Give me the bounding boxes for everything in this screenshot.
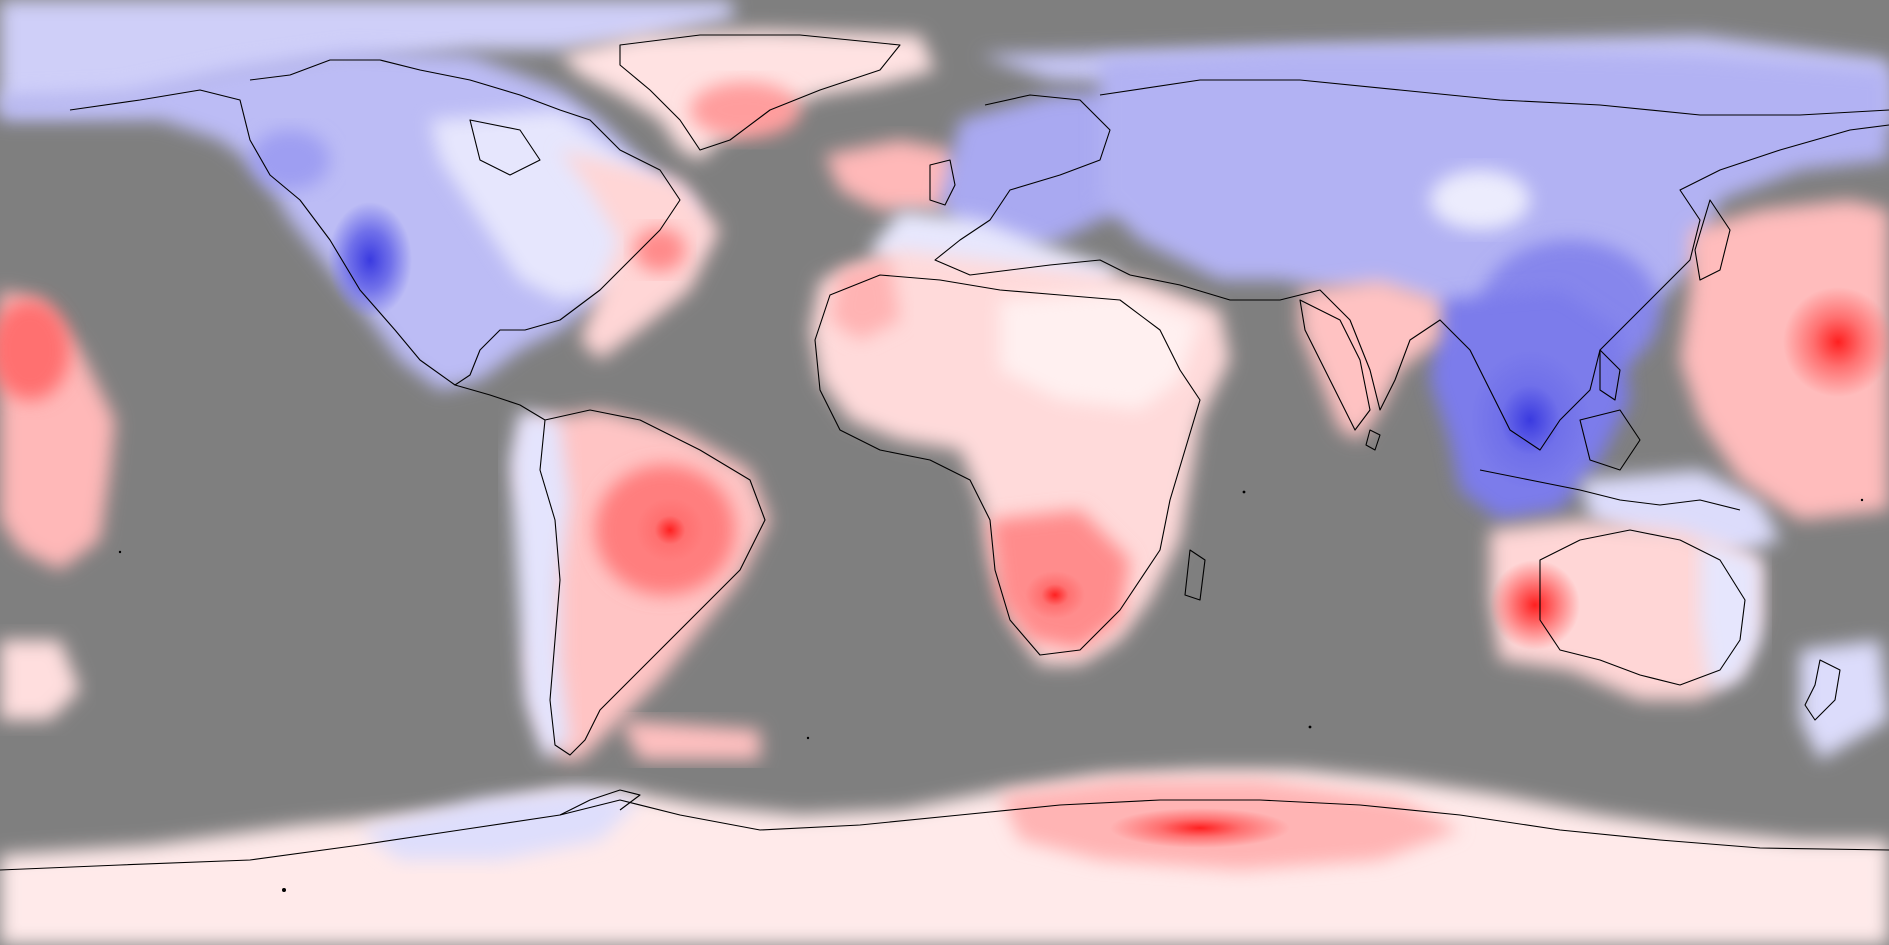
north-america	[0, 50, 720, 390]
coastline-antarctic-peninsula	[559, 789, 641, 816]
coastline-uk	[929, 159, 956, 206]
coastline-africa	[814, 274, 1201, 656]
east-pacific-warm	[0, 290, 115, 720]
coastline-new-zealand	[1804, 659, 1841, 721]
coastline-japan	[1694, 199, 1731, 281]
coastlines	[0, 34, 1889, 871]
australia	[1490, 520, 1889, 760]
coastline-antarctica	[0, 799, 1889, 871]
coastline-asia	[1129, 124, 1889, 451]
coastline-central-america	[454, 384, 546, 421]
greenland	[560, 30, 935, 160]
coastline-siberia	[1099, 79, 1889, 116]
north-atlantic-warm	[825, 140, 970, 210]
coastline-australia	[1539, 529, 1746, 686]
coastline-sri-lanka	[1365, 429, 1381, 451]
coastline-madagascar	[1184, 549, 1206, 601]
coastline-greenland	[619, 34, 901, 151]
coastline-europe	[934, 94, 1131, 276]
coastline-borneo	[1579, 409, 1641, 471]
india	[1300, 280, 1440, 440]
west-pacific-warm	[1680, 200, 1889, 520]
africa	[810, 250, 1230, 665]
coastline-philippines	[1599, 349, 1621, 401]
southeast-asia	[1430, 290, 1780, 560]
island-markers	[118, 490, 1864, 892]
coastline-india	[1299, 299, 1371, 431]
coastline-south-america	[539, 409, 766, 756]
south-america	[510, 410, 770, 760]
coastline-hudson-bay	[469, 119, 541, 176]
coastline-north-america	[69, 59, 681, 386]
coastline-indonesia	[1479, 469, 1741, 511]
